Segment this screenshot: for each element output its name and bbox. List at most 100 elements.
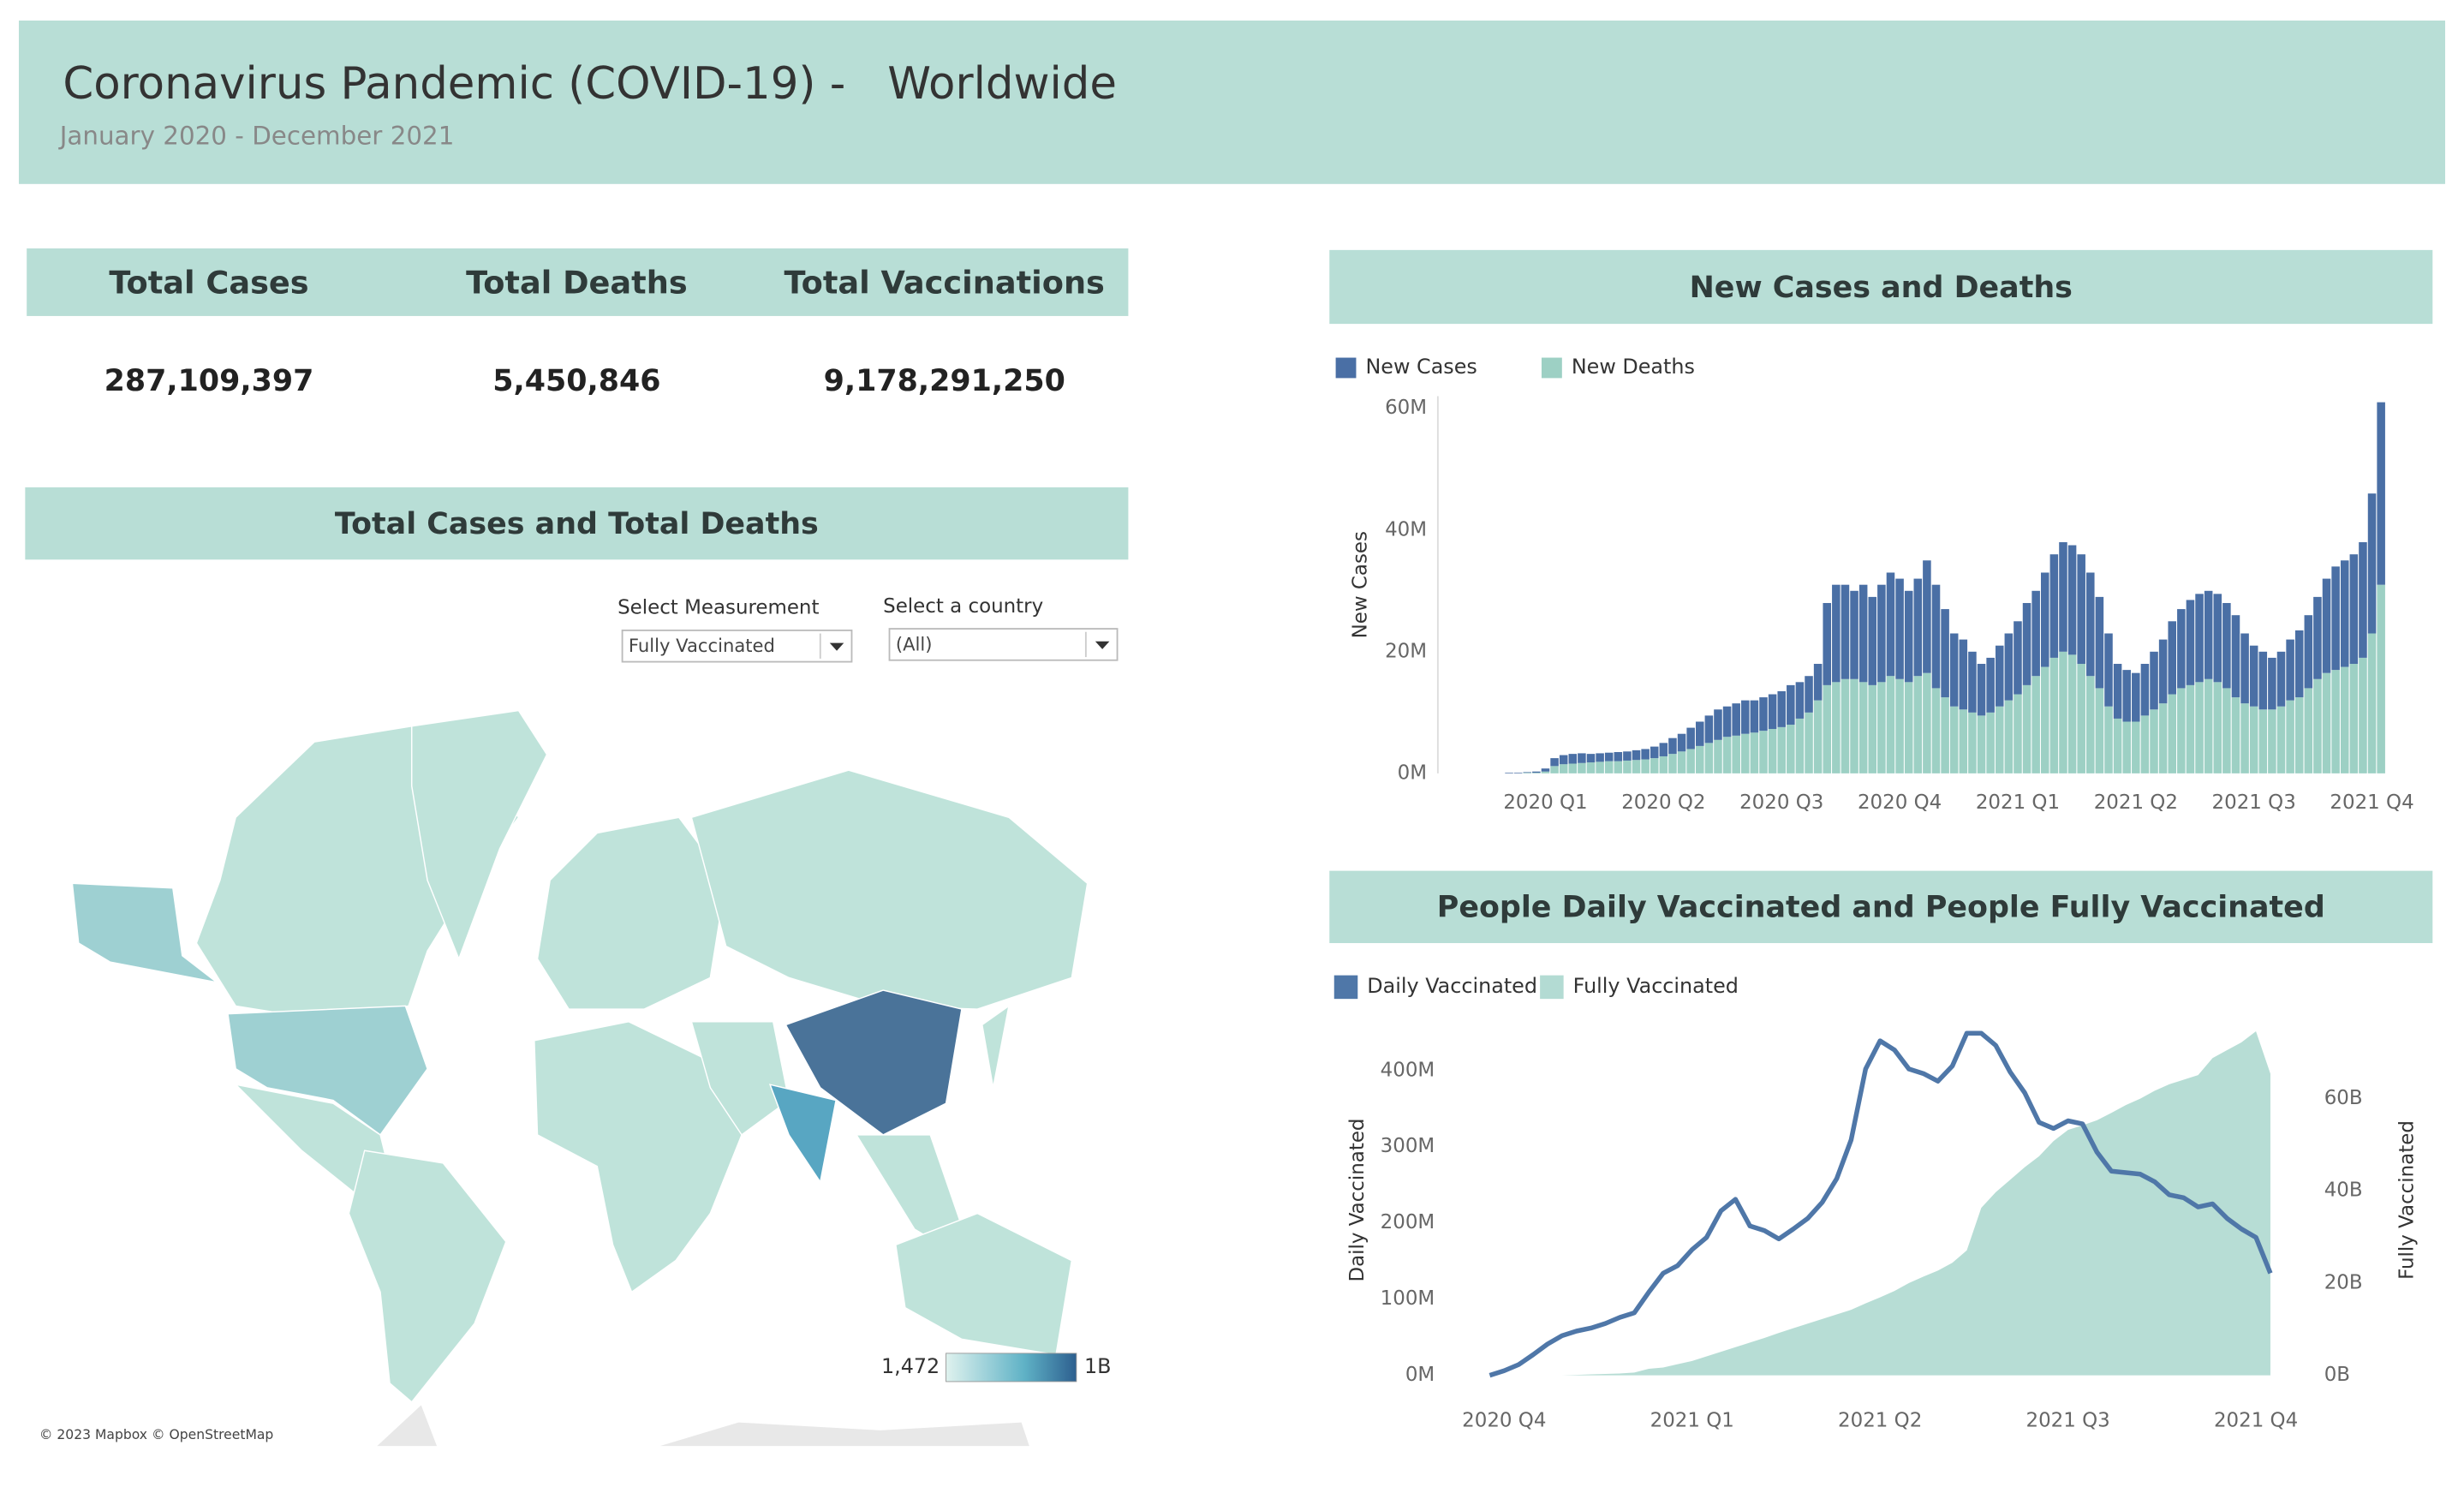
bar-segment (1686, 727, 1695, 749)
bar-segment (1759, 697, 1768, 732)
bar-segment (2122, 670, 2131, 722)
bar-segment (1895, 578, 1904, 679)
bar-segment (2322, 578, 2331, 673)
bar-segment (1968, 651, 1977, 713)
area (1489, 1030, 2270, 1376)
bar-segment (1759, 731, 1768, 773)
bar-segment (2231, 615, 2240, 698)
kpi-value: 5,450,846 (492, 364, 660, 398)
bar-segment (1532, 771, 1541, 773)
kpi-value: 9,178,291,250 (824, 364, 1065, 398)
bar-segment (2304, 615, 2313, 689)
bar-segment (1695, 721, 1704, 746)
bar-segment (1732, 703, 1740, 736)
legend-min: 1,472 (881, 1354, 940, 1378)
bar-segment (1677, 751, 1686, 773)
bar-segment (1795, 682, 1805, 719)
bar-segment (1614, 761, 1623, 773)
bar-segment (1841, 678, 1850, 773)
kpi-label: Total Cases (109, 265, 308, 302)
bar-segment (1949, 633, 1959, 707)
bar-segment (1777, 726, 1786, 773)
bar-segment (2031, 676, 2040, 773)
bar-segment (2113, 718, 2122, 773)
bar-segment (2367, 493, 2377, 634)
dropdown-value[interactable]: Fully Vaccinated (629, 635, 775, 656)
country-dropdown[interactable]: (All) (888, 628, 1119, 661)
bar-segment (2304, 688, 2313, 773)
dropdown-box[interactable] (621, 629, 853, 663)
dropdown-box[interactable] (888, 628, 1119, 661)
bar-segment (2022, 684, 2031, 773)
bar-segment (1977, 715, 1986, 773)
y-axis-title: Daily Vaccinated (1346, 1118, 1369, 1281)
bar-segment (1523, 772, 1532, 773)
dropdown-arrow[interactable] (829, 642, 844, 651)
country-shape (690, 1021, 790, 1136)
bar-segment (1714, 709, 1722, 740)
bar-segment (2276, 651, 2286, 707)
y2-tick-label: 0B (2324, 1364, 2350, 1386)
bar-segment (2331, 670, 2340, 773)
bar-segment (1904, 682, 1913, 773)
bar-segment (1931, 584, 1941, 689)
bar-segment (1949, 706, 1959, 773)
y-tick-label: 0M (1398, 761, 1427, 784)
legend-swatch (1540, 975, 1564, 1000)
bar-segment (2249, 645, 2258, 707)
y-tick-label: 20M (1385, 640, 1427, 662)
filter-label: Select Measurement (617, 597, 819, 619)
bar-segment (1741, 733, 1750, 773)
bar-segment (2359, 657, 2367, 773)
chart-title: New Cases and Deaths (1690, 271, 2073, 305)
bar-segment (2004, 633, 2014, 701)
bar-segment (2349, 664, 2359, 773)
bar-segment (1841, 584, 1850, 679)
bar-segment (2158, 703, 2168, 773)
bar-segment (1741, 700, 1750, 734)
bar-segment (1832, 682, 1841, 773)
bar-segment (1550, 758, 1559, 767)
legend-swatch (1335, 357, 1357, 379)
bar-segment (1813, 700, 1823, 773)
bar-segment (1913, 676, 1923, 773)
country-shape (981, 1004, 1011, 1088)
dropdown-value[interactable]: (All) (896, 633, 933, 654)
bar-segment (2249, 706, 2258, 773)
bar-segment (1813, 664, 1823, 701)
bar-segment (1877, 682, 1886, 773)
bar-segment (1858, 682, 1868, 773)
bar-segment (1704, 743, 1714, 773)
bar-segment (2095, 596, 2104, 689)
bar-segment (2022, 602, 2031, 685)
bar-segment (2158, 639, 2168, 704)
bar-segment (2077, 554, 2085, 665)
bar-segment (1568, 754, 1578, 764)
y-tick-label: 60M (1385, 397, 1427, 419)
y-tick-label: 400M (1381, 1059, 1435, 1081)
bar-segment (1977, 664, 1986, 716)
bar-segment (2313, 678, 2322, 773)
bar-segment (2186, 684, 2195, 773)
bar-segment (1823, 684, 1832, 773)
bar-segment (2268, 657, 2276, 710)
measurement-dropdown[interactable]: Fully Vaccinated (621, 629, 853, 663)
bar-segment (2014, 694, 2022, 773)
bar-segment (2240, 633, 2249, 704)
map-title: Total Cases and Total Deaths (335, 507, 819, 541)
bar-segment (2286, 700, 2294, 773)
bar-segment (2294, 697, 2304, 773)
chart-title-band (1329, 249, 2433, 325)
x-tick-label: 2020 Q3 (1739, 791, 1823, 814)
dropdown-arrow[interactable] (1095, 641, 1110, 649)
bar-segment (2222, 688, 2231, 773)
bar-segment (2258, 709, 2268, 773)
bar-segment (2222, 602, 2231, 689)
bar-segment (1623, 760, 1632, 773)
x-tick-label: 2021 Q3 (2212, 791, 2296, 814)
bar-segment (1986, 712, 1995, 773)
y-tick-label: 200M (1381, 1211, 1435, 1233)
bar-segment (2086, 572, 2095, 677)
legend-label: New Cases (1365, 355, 1477, 379)
